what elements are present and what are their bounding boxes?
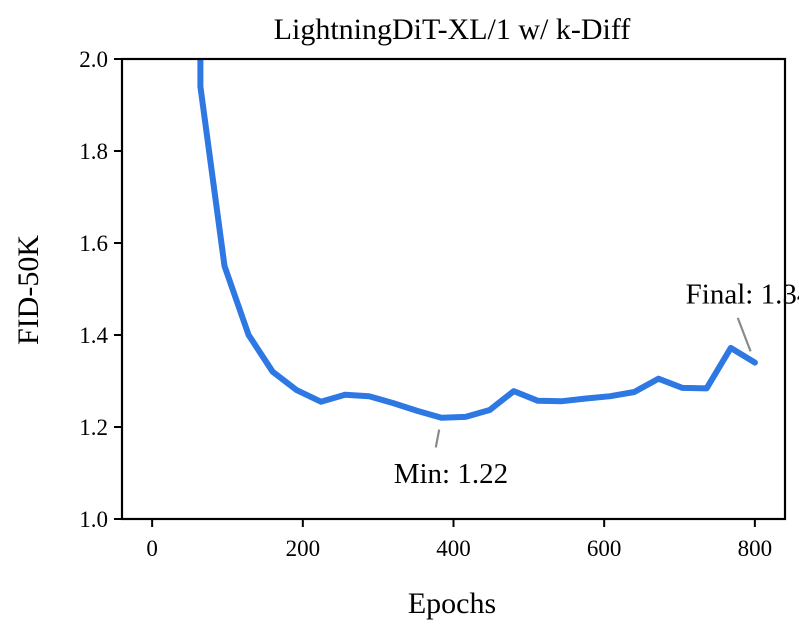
y-tick-label: 1.6: [79, 231, 108, 256]
series-layer: [197, 59, 758, 421]
x-axis-ticks: 0 200 400 600 800: [146, 519, 772, 561]
x-tick-label: 200: [286, 536, 321, 561]
annotation-layer: Min: 1.22 Final: 1.34: [394, 279, 799, 490]
y-tick-label: 2.0: [79, 47, 108, 72]
x-tick-label: 800: [738, 536, 773, 561]
x-axis-label: Epochs: [408, 587, 496, 620]
y-tick-label: 1.8: [79, 139, 108, 164]
x-tick-label: 0: [146, 536, 158, 561]
annotation-label: Min: 1.22: [394, 458, 508, 490]
annotation-arrow: [434, 429, 441, 448]
fid-series-line: [197, 59, 758, 421]
annotation-label: Final: 1.34: [686, 279, 799, 311]
y-tick-label: 1.0: [79, 507, 108, 532]
annotation-arrow: [736, 317, 752, 352]
x-tick-label: 600: [587, 536, 622, 561]
y-axis-ticks: 1.0 1.2 1.4 1.6 1.8 2.0: [79, 47, 122, 532]
y-axis-label: FID-50K: [12, 235, 45, 345]
chart-title: LightningDiT-XL/1 w/ k-Diff: [274, 13, 631, 46]
y-tick-label: 1.4: [79, 323, 108, 348]
y-tick-label: 1.2: [79, 415, 108, 440]
x-tick-label: 400: [436, 536, 471, 561]
